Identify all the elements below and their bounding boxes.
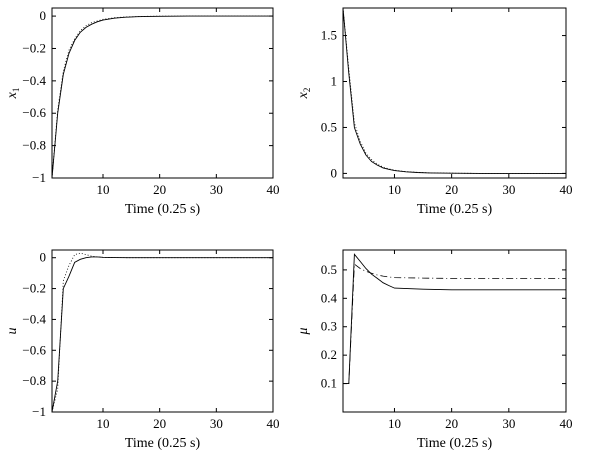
- x-tick-label: 40: [560, 182, 573, 197]
- panel-1: 10 20 30 40 0 −0.2 −0.4 −0.6 −0.8 −1 Time (0.25 s)…: [5, 7, 280, 217]
- series-line-solid: [342, 7, 566, 174]
- x-tick-label: 10: [388, 416, 401, 431]
- panel-3: 10 20 30 40 0 −0.2 −0.4 −0.6 −0.8 −1 Time (0.25 s)…: [5, 249, 280, 451]
- series-line-dashdot: [343, 263, 566, 385]
- y-tick-label: 1.5: [321, 28, 337, 43]
- series-line-dotted: [51, 15, 273, 179]
- x-tick-label: 10: [97, 416, 110, 431]
- y-tick-label: 0: [331, 165, 338, 180]
- x-tick-label: 30: [502, 182, 515, 197]
- y-tick-label: 0.1: [321, 376, 337, 391]
- y-tick-label: 1: [331, 74, 338, 89]
- panel-4: 10 20 30 40 0.1 0.2 0.3 0.4 0.5 Time (0.25 s) μ: [296, 249, 573, 451]
- panel-2: 10 20 30 40 0 0.5 1 1.5 Time (0.25 s) x2: [296, 7, 573, 217]
- series-line-dotted: [342, 7, 566, 174]
- plot-frame: [342, 7, 567, 179]
- x-tick-label: 30: [210, 182, 223, 197]
- y-tick-label: −0.2: [22, 281, 46, 296]
- plot-frame: [51, 249, 274, 413]
- y-tick-label: −1: [32, 404, 46, 419]
- x-tick-label: 20: [445, 416, 458, 431]
- y-axis-label: u: [5, 328, 20, 335]
- x-axis-label: Time (0.25 s): [417, 202, 493, 217]
- x-axis-label: Time (0.25 s): [125, 436, 201, 451]
- y-tick-label: −0.2: [22, 40, 46, 55]
- plot-frame: [51, 7, 274, 179]
- x-tick-label: 20: [445, 182, 458, 197]
- y-tick-label: 0.5: [321, 262, 337, 277]
- y-tick-label: −0.6: [22, 342, 46, 357]
- y-tick-label: −1: [32, 170, 46, 185]
- y-tick-label: −0.6: [22, 105, 46, 120]
- series-line-dotted: [51, 252, 273, 413]
- y-axis-label: μ: [296, 327, 311, 335]
- y-tick-label: 0.4: [321, 290, 338, 305]
- y-tick-label: −0.8: [22, 373, 46, 388]
- y-tick-label: 0: [40, 250, 47, 265]
- series-line-solid: [343, 253, 566, 385]
- x-axis-label: Time (0.25 s): [125, 202, 201, 217]
- y-tick-label: 0: [40, 8, 47, 23]
- y-tick-label: 0.3: [321, 319, 337, 334]
- x-tick-label: 20: [153, 182, 166, 197]
- y-axis-label: x1: [5, 88, 21, 100]
- y-axis-label: x2: [296, 88, 312, 100]
- x-tick-label: 40: [267, 182, 280, 197]
- plot-frame: [342, 249, 567, 413]
- y-tick-label: 0.2: [321, 347, 337, 362]
- y-tick-label: −0.8: [22, 138, 46, 153]
- x-tick-label: 10: [97, 182, 110, 197]
- y-tick-label: −0.4: [22, 73, 46, 88]
- y-tick-label: 0.5: [321, 119, 337, 134]
- x-tick-label: 30: [210, 416, 223, 431]
- x-tick-label: 40: [560, 416, 573, 431]
- x-tick-label: 30: [502, 416, 515, 431]
- series-line-solid: [51, 256, 273, 413]
- series-line-solid: [51, 15, 273, 179]
- x-tick-label: 10: [388, 182, 401, 197]
- x-axis-label: Time (0.25 s): [417, 436, 493, 451]
- x-tick-label: 40: [267, 416, 280, 431]
- y-tick-label: −0.4: [22, 311, 46, 326]
- x-tick-label: 20: [153, 416, 166, 431]
